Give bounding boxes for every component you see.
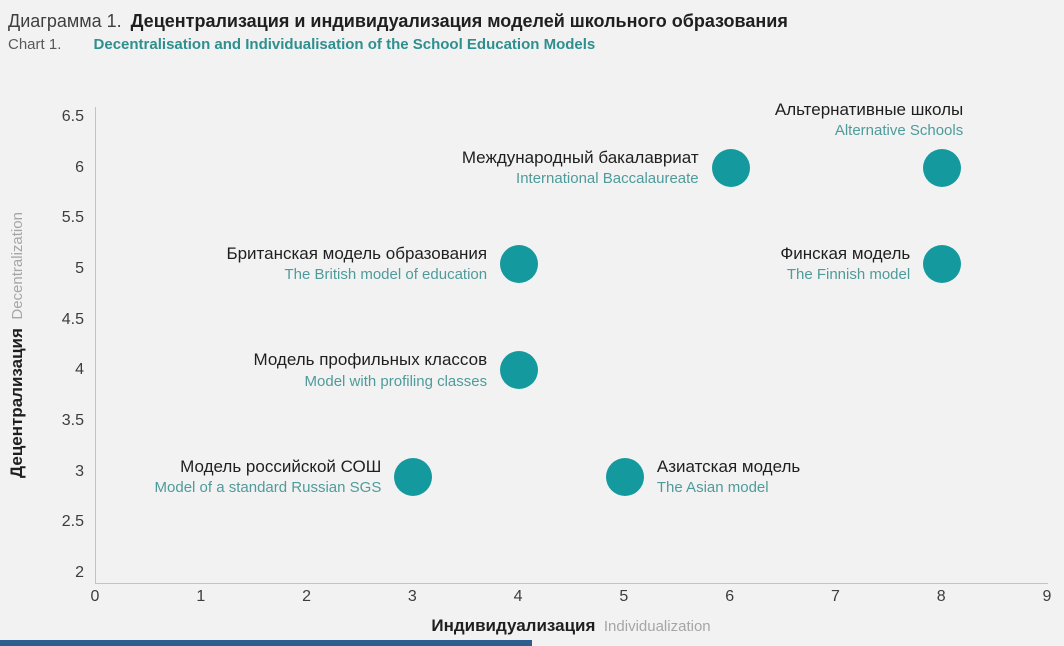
point-label-ru: Азиатская модель: [656, 456, 801, 476]
bottom-accent-bar: [0, 640, 532, 646]
x-tick-label: 7: [830, 588, 840, 605]
y-ticks: 6.5 6 5.5 5 4.5 4 3.5 3 2.5 2: [0, 107, 84, 583]
y-tick-label: 6: [75, 158, 84, 176]
point-label-en: International Baccalaureate: [516, 170, 699, 188]
x-tick-label: 1: [196, 588, 206, 605]
data-point-bubble: [923, 148, 962, 187]
chart-number-en: Chart 1.: [8, 36, 62, 54]
points-layer: Международный бакалавриат International B…: [96, 100, 1048, 583]
point-label-ru: Международный бакалавриат: [461, 147, 699, 167]
y-tick-label: 2.5: [61, 513, 84, 531]
page-title: Диаграмма 1. Децентрализация и индивидуа…: [8, 8, 788, 34]
data-point-bubble: [605, 457, 644, 496]
point-label-ru: Модель профильных классов: [253, 350, 488, 370]
point-label-en: Model of a standard Russian SGS: [154, 478, 382, 496]
chart-number-ru: Диаграмма 1.: [8, 11, 122, 31]
chart-title-en: Decentralisation and Individualisation o…: [93, 36, 596, 54]
data-point-label: Модель российской СОШ Model of a standard…: [155, 456, 382, 498]
x-tick-label: 8: [936, 588, 946, 605]
point-label-en: The British model of education: [284, 266, 488, 284]
point-label-ru: Британская модель образования: [226, 243, 488, 263]
x-tick-label: 2: [302, 588, 311, 605]
data-point-label: Модель профильных классов Model with prof…: [253, 349, 487, 391]
point-label-en: Alternative Schools: [834, 121, 964, 139]
plot-area: Международный бакалавриат International B…: [95, 100, 1048, 584]
y-tick-label: 4: [75, 361, 84, 379]
point-label-en: Model with profiling classes: [304, 372, 488, 390]
data-point-label: Азиатская модель The Asian model: [657, 456, 800, 498]
y-tick-label: 5: [75, 260, 84, 278]
data-point-bubble: [500, 244, 539, 283]
data-point-label: Британская модель образования The British…: [226, 243, 487, 285]
y-tick-label: 2: [75, 563, 84, 581]
data-point-bubble: [711, 148, 750, 187]
x-axis-label-ru: Индивидуализация: [431, 616, 596, 635]
point-label-ru: Модель российской СОШ: [180, 456, 382, 476]
data-point-label: Финская модель The Finnish model: [780, 243, 910, 285]
chart-header: Диаграмма 1. Децентрализация и индивидуа…: [8, 8, 788, 57]
x-axis-label-en: Individualization: [603, 618, 711, 635]
x-tick-label: 5: [619, 588, 629, 605]
data-point-bubble: [500, 351, 539, 390]
point-label-ru: Альтернативные школы: [774, 99, 964, 119]
y-tick-label: 6.5: [61, 108, 84, 126]
x-tick-label: 4: [513, 588, 523, 605]
point-label-ru: Финская модель: [780, 243, 911, 263]
chart-title-ru: Децентрализация и индивидуализация модел…: [130, 11, 788, 31]
data-point-bubble: [394, 457, 433, 496]
x-tick-label: 0: [90, 588, 100, 605]
x-axis-title: Индивидуализация Individualization: [431, 616, 710, 636]
data-point-label: Международный бакалавриат International B…: [462, 147, 699, 189]
page-subtitle: Chart 1. Decentralisation and Individual…: [8, 34, 788, 57]
point-label-en: The Asian model: [656, 478, 769, 496]
x-tick-label: 6: [725, 588, 735, 605]
y-tick-label: 3: [75, 462, 84, 480]
data-point-bubble: [923, 244, 962, 283]
data-point-label: Альтернативные школы Alternative Schools: [775, 99, 963, 141]
y-tick-label: 3.5: [61, 411, 84, 429]
x-ticks: 0 1 2 3 4 5 6 7 8 9: [91, 588, 1052, 610]
point-label-en: The Finnish model: [786, 266, 911, 284]
x-tick-label: 9: [1042, 588, 1052, 605]
y-tick-label: 4.5: [61, 310, 84, 328]
x-tick-label: 3: [407, 588, 417, 605]
y-tick-label: 5.5: [61, 209, 84, 227]
